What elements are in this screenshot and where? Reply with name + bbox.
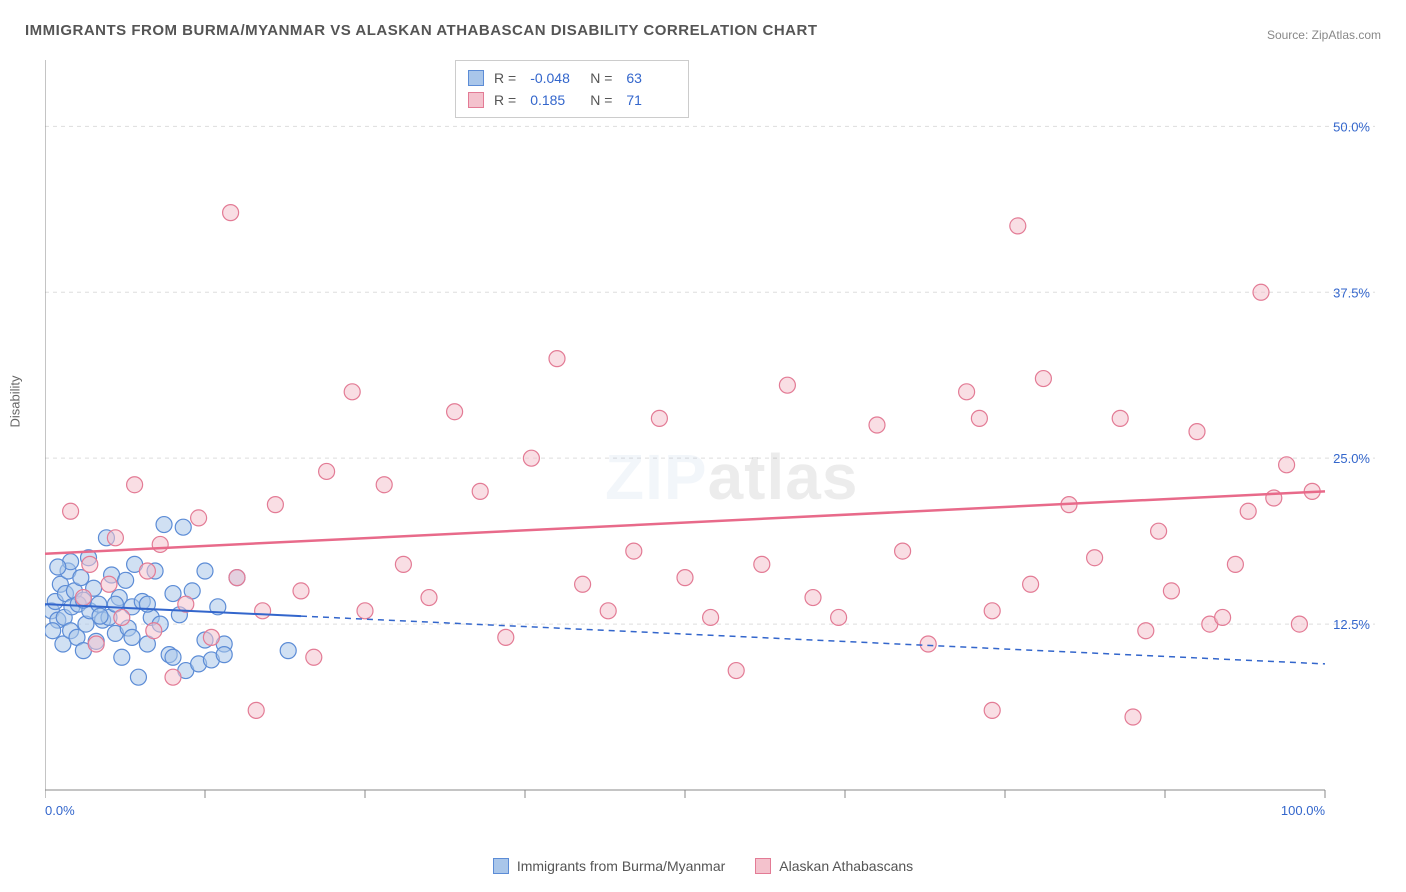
svg-text:0.0%: 0.0%: [45, 803, 75, 818]
n-label: N =: [590, 92, 612, 108]
legend-stat-row: R = -0.048 N = 63: [468, 67, 676, 89]
n-value: 63: [626, 70, 676, 86]
svg-text:50.0%: 50.0%: [1333, 119, 1370, 134]
r-value: -0.048: [530, 70, 580, 86]
svg-text:25.0%: 25.0%: [1333, 451, 1370, 466]
n-label: N =: [590, 70, 612, 86]
svg-text:37.5%: 37.5%: [1333, 285, 1370, 300]
legend-item: Immigrants from Burma/Myanmar: [493, 858, 725, 874]
legend-item: Alaskan Athabascans: [755, 858, 913, 874]
scatter-plot: 12.5% 25.0% 37.5% 50.0% 0.0% 100.0%: [45, 60, 1375, 820]
legend-label: Alaskan Athabascans: [779, 858, 913, 874]
legend-swatch: [493, 858, 509, 874]
legend-stat-row: R = 0.185 N = 71: [468, 89, 676, 111]
r-label: R =: [494, 92, 516, 108]
legend-swatch: [468, 92, 484, 108]
r-value: 0.185: [530, 92, 580, 108]
legend-swatch: [755, 858, 771, 874]
n-value: 71: [626, 92, 676, 108]
legend-stats: R = -0.048 N = 63 R = 0.185 N = 71: [455, 60, 689, 118]
legend-swatch: [468, 70, 484, 86]
source-attribution: Source: ZipAtlas.com: [1267, 28, 1381, 42]
r-label: R =: [494, 70, 516, 86]
chart-container: 12.5%25.0%37.5%50.0%0.0%100.0% ZIPatlas: [45, 60, 1375, 820]
legend-label: Immigrants from Burma/Myanmar: [517, 858, 725, 874]
legend-series: Immigrants from Burma/Myanmar Alaskan Ath…: [0, 858, 1406, 877]
y-axis-label: Disability: [8, 375, 23, 427]
svg-text:12.5%: 12.5%: [1333, 617, 1370, 632]
svg-text:100.0%: 100.0%: [1281, 803, 1326, 818]
chart-title: IMMIGRANTS FROM BURMA/MYANMAR VS ALASKAN…: [25, 22, 817, 39]
